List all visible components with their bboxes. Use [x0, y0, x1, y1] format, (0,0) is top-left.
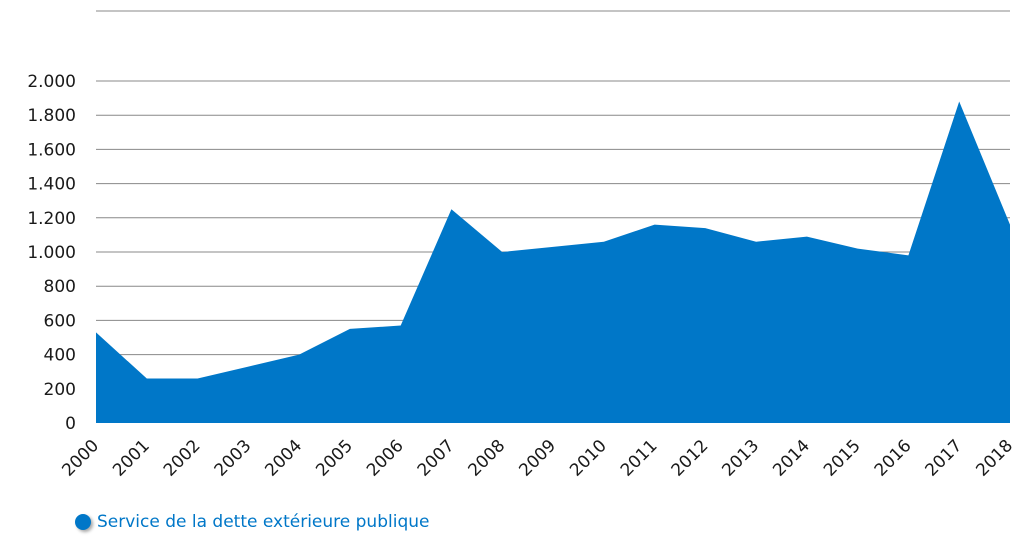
x-tick-label: 2012	[668, 436, 713, 481]
x-tick-label: 2011	[617, 436, 662, 481]
y-tick-label: 1.400	[27, 175, 76, 195]
x-tick-label: 2008	[465, 436, 510, 481]
legend: Service de la dette extérieure publique	[75, 512, 429, 532]
x-tick-label: 2005	[312, 436, 357, 481]
legend-label: Service de la dette extérieure publique	[97, 512, 430, 532]
x-tick-label: 2014	[769, 436, 814, 481]
y-tick-label: 1.200	[27, 209, 76, 229]
y-axis-ticks: 0 200 400 600 800 1.000 1.200 1.400 1.600 1.800 2.…	[27, 72, 76, 434]
y-tick-label: 600	[44, 311, 76, 331]
x-tick-label: 2002	[160, 436, 205, 481]
y-tick-label: 800	[44, 277, 76, 297]
x-tick-label: 2016	[871, 436, 916, 481]
x-tick-label: 2018	[972, 436, 1017, 481]
x-tick-label: 2015	[820, 436, 865, 481]
x-tick-label: 2001	[109, 436, 154, 481]
y-tick-label: 200	[44, 380, 76, 400]
y-tick-label: 1.000	[27, 243, 76, 263]
y-tick-label: 0	[65, 414, 76, 434]
x-axis-ticks: 2000 2001 2002 2003 2004 2005 2006 2007 2008 2009…	[58, 436, 1017, 481]
x-tick-label: 2013	[718, 436, 763, 481]
x-tick-label: 2017	[922, 436, 967, 481]
x-tick-label: 2004	[261, 436, 306, 481]
x-tick-label: 2007	[414, 436, 459, 481]
x-tick-label: 2000	[58, 436, 103, 481]
x-tick-label: 2009	[515, 436, 560, 481]
y-tick-label: 1.800	[27, 106, 76, 126]
x-tick-label: 2010	[566, 436, 611, 481]
y-tick-label: 400	[44, 346, 76, 366]
y-tick-label: 1.600	[27, 140, 76, 160]
area-series	[96, 101, 1010, 423]
legend-marker	[75, 514, 91, 530]
y-tick-label: 2.000	[27, 72, 76, 92]
series-area	[96, 101, 1010, 423]
x-tick-label: 2006	[363, 436, 408, 481]
x-tick-label: 2003	[211, 436, 256, 481]
